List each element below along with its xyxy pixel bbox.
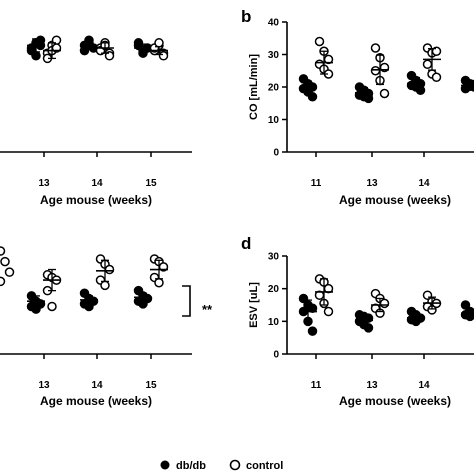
x-tick-label: 15	[145, 178, 157, 189]
y-tick-label: 20	[268, 284, 280, 295]
point-dbdb	[307, 326, 318, 336]
x-tick-label: 15	[145, 380, 157, 391]
point-control	[47, 301, 57, 312]
y-tick-label: 0	[273, 350, 279, 361]
legend: db/db control	[160, 459, 283, 472]
panel-d: d 0 10 20 30 11 13 14 ESV [uL] Age mouse (wee…	[241, 234, 474, 408]
x-tick-label: 14	[91, 178, 103, 189]
point-control	[154, 38, 164, 48]
data-points	[298, 36, 474, 104]
y-ticks: 0 10 20 30 40	[268, 18, 287, 159]
x-axis-title: Age mouse (weeks)	[339, 394, 451, 408]
x-tick-label: 13	[38, 380, 50, 391]
panel-c: 13 14 15 Age mouse (weeks) **	[0, 246, 213, 408]
point-dbdb	[133, 38, 144, 48]
point-dbdb	[460, 300, 471, 310]
point-dbdb	[31, 51, 41, 61]
x-ticks: 13 14 15	[38, 152, 157, 189]
x-tick-label: 14	[418, 380, 430, 391]
point-control	[370, 43, 381, 53]
y-tick-label: 20	[268, 83, 280, 94]
point-control	[4, 267, 15, 277]
point-control	[0, 276, 6, 287]
data-points	[26, 35, 169, 64]
significance-annotation: **	[202, 302, 213, 317]
point-control	[158, 51, 169, 61]
x-tick-label: 13	[366, 380, 378, 391]
y-tick-label: 30	[268, 252, 280, 263]
x-axis-title: Age mouse (weeks)	[339, 193, 451, 207]
y-tick-label: 40	[268, 18, 280, 29]
x-tick-label: 13	[366, 178, 378, 189]
point-control	[431, 72, 442, 82]
point-control	[370, 66, 381, 76]
x-tick-label: 13	[38, 178, 50, 189]
panel-label: d	[241, 234, 251, 253]
y-tick-label: 10	[268, 317, 280, 328]
legend-marker-dbdb	[160, 460, 170, 470]
x-ticks: 13 14 15	[38, 354, 157, 391]
y-axis-title: ESV [uL]	[248, 282, 260, 328]
point-dbdb	[415, 85, 426, 95]
x-tick-label: 11	[311, 178, 322, 189]
legend-label-control: control	[246, 460, 283, 472]
point-control	[314, 36, 325, 47]
point-control	[379, 298, 390, 309]
point-dbdb	[79, 45, 90, 56]
panel-label: b	[241, 7, 251, 26]
point-control	[323, 306, 334, 317]
x-axis-title: Age mouse (weeks)	[40, 394, 152, 408]
point-control	[0, 256, 10, 267]
legend-label-dbdb: db/db	[176, 460, 206, 472]
legend-marker-control	[229, 459, 241, 471]
x-tick-label: 14	[91, 380, 103, 391]
y-tick-label: 30	[268, 50, 280, 61]
x-axis-title: Age mouse (weeks)	[40, 193, 152, 207]
x-ticks: 11 13 14	[311, 354, 430, 391]
y-ticks: 0 10 20 30	[268, 252, 287, 361]
panel-b: b 0 10 20 30 40 11 13 14 CO [mL/min] Age mouse…	[241, 7, 474, 207]
data-points	[0, 246, 169, 314]
data-points	[298, 274, 474, 336]
y-axis-title: CO [mL/min]	[248, 54, 260, 120]
y-tick-label: 0	[273, 148, 279, 159]
point-control	[104, 264, 115, 275]
significance-bracket	[182, 285, 191, 317]
point-control	[379, 88, 390, 99]
x-ticks: 11 13 14	[311, 152, 430, 189]
point-control	[422, 59, 433, 69]
point-control	[154, 277, 164, 288]
panel-a: 13 14 15 Age mouse (weeks)	[0, 35, 192, 207]
y-tick-label: 10	[268, 115, 280, 126]
point-control	[100, 280, 110, 291]
point-control	[0, 246, 6, 256]
x-tick-label: 11	[311, 380, 322, 391]
x-tick-label: 14	[418, 178, 430, 189]
